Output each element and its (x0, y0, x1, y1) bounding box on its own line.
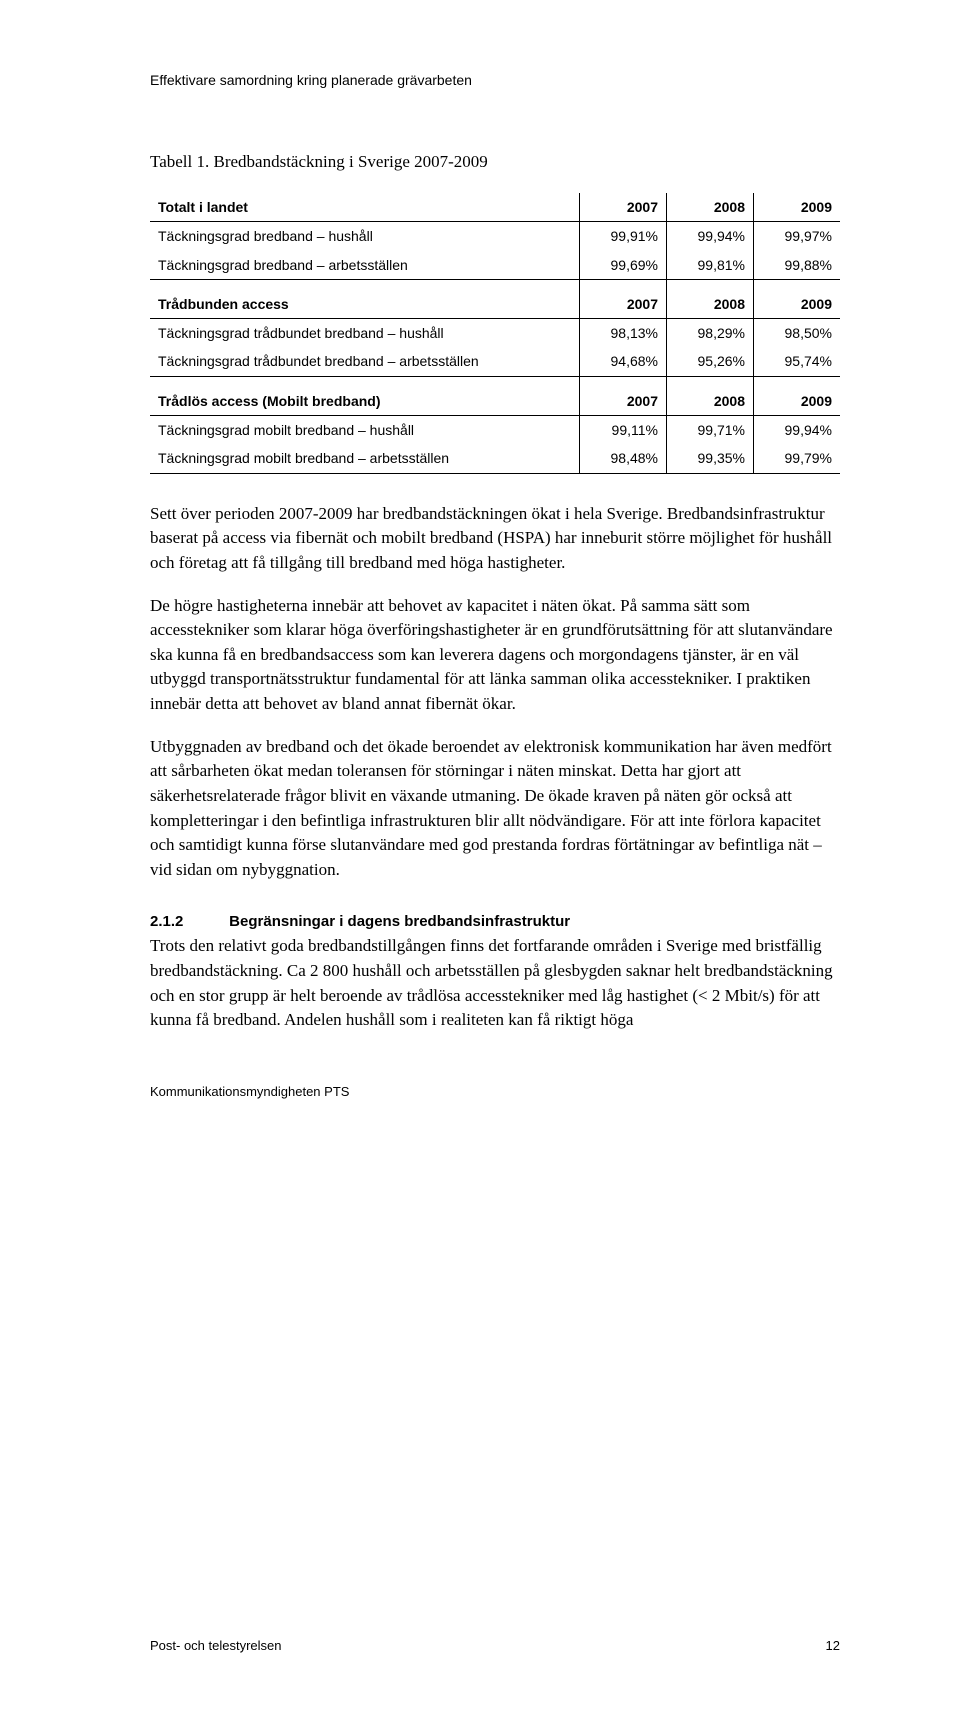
cell: 99,94% (754, 416, 841, 445)
group-head: Trådlös access (Mobilt bredband) (150, 376, 580, 415)
cell: 98,50% (754, 319, 841, 348)
year: 2007 (580, 279, 667, 318)
subheading: 2.1.2 Begränsningar i dagens bredbandsin… (150, 911, 840, 933)
year: 2009 (754, 193, 841, 222)
cell: 98,13% (580, 319, 667, 348)
body-paragraph: Trots den relativt goda bredbandstillgån… (150, 934, 840, 1033)
body-paragraph: Sett över perioden 2007-2009 har bredban… (150, 502, 840, 576)
row-label: Täckningsgrad mobilt bredband – arbetsst… (150, 444, 580, 473)
year: 2008 (667, 376, 754, 415)
year: 2009 (754, 376, 841, 415)
page-number: 12 (826, 1637, 840, 1656)
cell: 99,91% (580, 222, 667, 251)
year: 2007 (580, 376, 667, 415)
page-container: Effektivare samordning kring planerade g… (0, 0, 960, 1716)
group-head: Totalt i landet (150, 193, 580, 222)
table-caption: Tabell 1. Bredbandstäckning i Sverige 20… (150, 150, 840, 175)
year: 2009 (754, 279, 841, 318)
cell: 99,35% (667, 444, 754, 473)
group-head: Trådbunden access (150, 279, 580, 318)
body-paragraph: Utbyggnaden av bredband och det ökade be… (150, 735, 840, 883)
cell: 99,97% (754, 222, 841, 251)
cell: 94,68% (580, 347, 667, 376)
cell: 99,88% (754, 251, 841, 280)
cell: 99,69% (580, 251, 667, 280)
cell: 95,74% (754, 347, 841, 376)
year: 2008 (667, 279, 754, 318)
year: 2007 (580, 193, 667, 222)
footer-left: Post- och telestyrelsen (150, 1637, 282, 1656)
cell: 98,29% (667, 319, 754, 348)
cell: 99,94% (667, 222, 754, 251)
cell: 98,48% (580, 444, 667, 473)
subheading-number: 2.1.2 (150, 911, 225, 933)
row-label: Täckningsgrad bredband – hushåll (150, 222, 580, 251)
row-label: Täckningsgrad trådbundet bredband – hush… (150, 319, 580, 348)
running-header: Effektivare samordning kring planerade g… (150, 70, 840, 90)
coverage-table: Totalt i landet 2007 2008 2009 Täcknings… (150, 193, 840, 474)
row-label: Täckningsgrad trådbundet bredband – arbe… (150, 347, 580, 376)
cell: 99,11% (580, 416, 667, 445)
cell: 99,81% (667, 251, 754, 280)
year: 2008 (667, 193, 754, 222)
cell: 99,71% (667, 416, 754, 445)
body-paragraph: De högre hastigheterna innebär att behov… (150, 594, 840, 717)
footer-org: Kommunikationsmyndigheten PTS (150, 1083, 840, 1102)
subheading-title: Begränsningar i dagens bredbandsinfrastr… (229, 913, 570, 930)
cell: 95,26% (667, 347, 754, 376)
row-label: Täckningsgrad mobilt bredband – hushåll (150, 416, 580, 445)
row-label: Täckningsgrad bredband – arbetsställen (150, 251, 580, 280)
cell: 99,79% (754, 444, 841, 473)
footer-line: Post- och telestyrelsen 12 (150, 1637, 840, 1656)
